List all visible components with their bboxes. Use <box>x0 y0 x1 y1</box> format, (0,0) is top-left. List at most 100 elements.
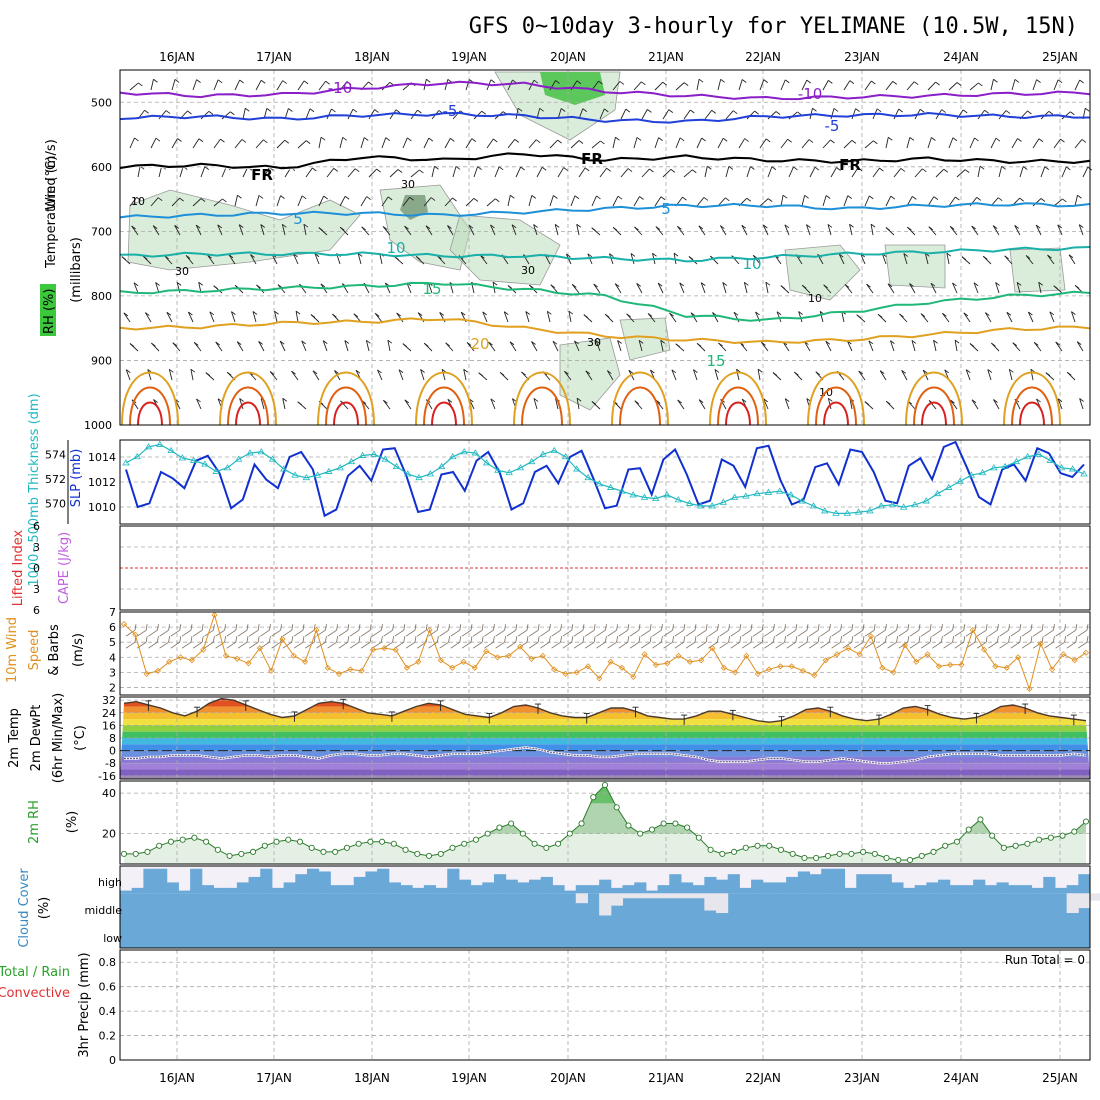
wind-barb-flag <box>396 312 401 317</box>
wind10m-barb-flag <box>582 624 585 631</box>
date-label-bottom: 23JAN <box>844 1071 880 1085</box>
high-cloud-cell <box>1019 885 1033 894</box>
temperature-tick-label: 0 <box>109 745 116 758</box>
rh-point <box>285 836 292 843</box>
date-label-top: 17JAN <box>256 50 292 64</box>
rh-point <box>320 848 327 855</box>
wind-barb-flag <box>498 166 504 171</box>
thickness-point <box>787 491 795 498</box>
wind-barb-flag <box>187 110 192 115</box>
wind10m-barb-flag <box>705 636 708 643</box>
rh-point <box>906 856 914 864</box>
temperature-tick-label: -8 <box>105 757 116 770</box>
wind-barb <box>465 198 475 207</box>
rh-contour-label: 10 <box>131 195 145 208</box>
wind-barb <box>712 312 719 323</box>
wind10m-barb-flag <box>582 636 585 643</box>
wind-barb-flag <box>165 110 171 114</box>
wind10m-barb <box>775 629 785 637</box>
wind-barb <box>431 166 435 178</box>
middle-cloud-cell <box>1090 893 1100 901</box>
wind-barb-flag <box>711 109 717 114</box>
heating-arc <box>235 401 261 426</box>
wind-tick-label: 7 <box>109 606 116 619</box>
wind-barb-flag <box>873 140 878 145</box>
wind10m-barb <box>540 641 550 649</box>
wind-barb-flag <box>172 342 178 347</box>
wind-barb <box>326 108 332 120</box>
wind-barb <box>595 340 601 352</box>
contour-label: FR <box>251 166 273 184</box>
wind-barb-flag <box>688 256 694 260</box>
wind-barb-flag <box>806 224 811 228</box>
wind-speed-point <box>154 667 162 674</box>
wind-barb <box>822 80 829 91</box>
wind-barb-flag <box>241 139 247 143</box>
wind10m-barb-flag <box>291 636 294 643</box>
thickness-point <box>561 452 570 460</box>
wind-speed-point <box>302 658 309 665</box>
high-cloud-cell <box>201 885 214 894</box>
rh-point <box>860 848 867 855</box>
wind-barb-flag <box>919 108 925 113</box>
wind-barb-flag <box>856 314 861 319</box>
wind10m-barb <box>741 641 752 649</box>
wind-barb <box>463 369 467 381</box>
wind-barb-flag <box>828 397 833 402</box>
wind10m-barb <box>573 629 584 637</box>
wind10m-barb-flag <box>213 636 215 643</box>
wind-barb-flag <box>131 225 136 230</box>
wind-barb-flag <box>301 340 306 345</box>
wind-barb-flag <box>531 341 536 345</box>
wind-barb <box>486 138 494 149</box>
wind-barb-flag <box>529 284 534 289</box>
thickness-point <box>674 496 682 503</box>
wind-barb-flag <box>911 340 917 344</box>
wind-barb <box>1057 224 1063 236</box>
wind-barb-flag <box>490 79 496 84</box>
wind10m-barb <box>786 629 797 637</box>
thickness-tick-label: 570 <box>45 498 66 511</box>
date-label-bottom: 20JAN <box>550 1071 586 1085</box>
wind-barb <box>494 166 500 178</box>
wind-barb-flag <box>450 138 455 142</box>
wind10m-barb <box>215 629 225 637</box>
wind-barb-flag <box>955 196 960 201</box>
wind-speed-point <box>358 667 365 674</box>
wind-barb <box>868 340 874 352</box>
wind-speed-point <box>969 627 976 634</box>
thickness-point <box>404 470 412 477</box>
wind-barb <box>759 79 765 91</box>
heating-arc <box>1011 386 1053 426</box>
wind-tick-label: 2 <box>109 681 116 694</box>
wind-speed-point <box>279 636 286 643</box>
wind10m-barb <box>999 641 1009 649</box>
wind-barb <box>213 198 223 207</box>
wind-barb-flag <box>744 138 749 142</box>
wind10m-barb <box>831 629 841 637</box>
wind-barb <box>276 80 284 91</box>
wind-barb <box>825 341 832 352</box>
rh-point <box>238 850 245 857</box>
wind-barb-flag <box>851 139 857 144</box>
wind10m-barb <box>674 641 685 649</box>
wind-barb-flag <box>982 255 988 260</box>
wind10m-barb <box>708 641 718 649</box>
rh-point <box>367 838 374 845</box>
wind10m-barb <box>472 629 483 637</box>
wind-barb-flag <box>1070 111 1075 116</box>
wind10m-barb <box>405 641 416 649</box>
rh-point <box>601 781 609 789</box>
wind-barb <box>282 398 286 410</box>
wind-barb <box>719 225 727 236</box>
wind-barb-flag <box>823 284 828 289</box>
wind-barb-flag <box>833 108 839 112</box>
rh-point <box>425 852 433 859</box>
wind-barb-flag <box>478 372 483 377</box>
thickness-point <box>719 498 728 505</box>
wind10m-barb <box>708 629 718 637</box>
chart-title: GFS 0~10day 3-hourly for YELIMANE (10.5W… <box>469 14 1078 39</box>
wind-barb-flag <box>1068 254 1074 259</box>
wind-barb <box>377 369 383 381</box>
